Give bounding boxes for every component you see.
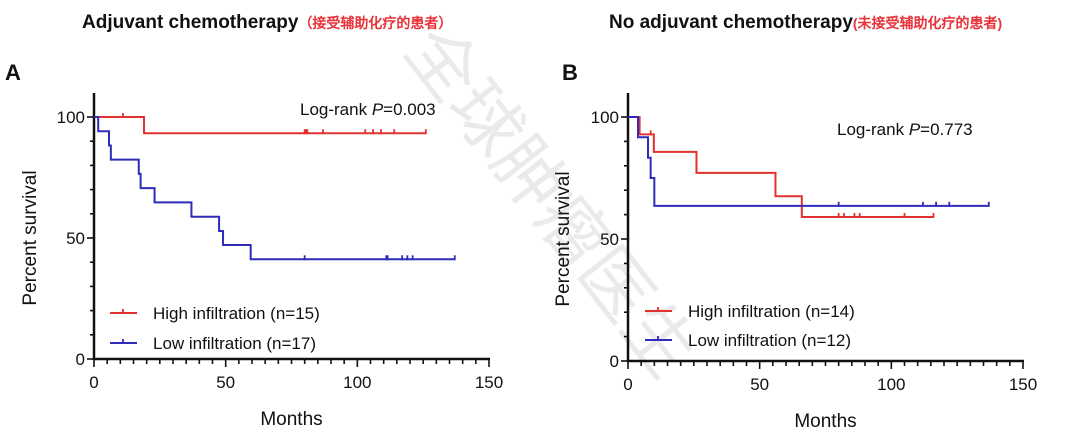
panel-a-y-tick-label: 100 [57, 108, 85, 127]
panel-a-x-axis-label: Months [260, 409, 322, 430]
panel-b-log-rank-p: P [909, 120, 921, 139]
panel-b-x-tick-label: 50 [750, 375, 769, 394]
panel-a-log-rank-p: P [372, 100, 384, 119]
panel-a-km-curve-high [94, 116, 426, 135]
panel-a-title-en: Adjuvant chemotherapy [82, 12, 299, 33]
panel-b-x-tick-label: 150 [1009, 375, 1037, 394]
panel-b-y-tick-label: 50 [600, 230, 619, 249]
panel-b-km-curve-low [628, 116, 989, 207]
panel-a-y-tick-label: 50 [66, 229, 85, 248]
panel-a-x-tick-label: 50 [216, 373, 235, 392]
panel-a-letter: A [5, 60, 21, 85]
panel-b-y-tick-label: 100 [591, 108, 619, 127]
panel-a-log-rank-annotation: Log-rank P=0.003 [300, 100, 436, 119]
panel-b-x-axis-label: Months [794, 411, 856, 432]
panel-a-x-tick-label: 0 [89, 373, 98, 392]
panel-a-x-tick-label: 100 [343, 373, 371, 392]
panel-b-letter: B [562, 60, 578, 85]
panel-a-x-tick-label: 150 [475, 373, 503, 392]
panel-a-y-tick-label: 0 [76, 350, 85, 369]
panel-a-title-cn: （接受辅助化疗的患者） [298, 15, 453, 31]
panel-b-log-rank-value: =0.773 [920, 120, 972, 139]
panel-a-legend-label-low: Low infiltration (n=17) [153, 334, 316, 353]
panel-b-title: No adjuvant chemotherapy(未接受辅助化疗的患者) [609, 12, 1002, 34]
panel-b-title-en: No adjuvant chemotherapy [609, 12, 853, 33]
panel-b-y-axis-label: Percent survival [553, 171, 574, 306]
panel-b-legend-label-high: High infiltration (n=14) [688, 302, 855, 321]
panel-b-x-tick-label: 0 [623, 375, 632, 394]
panel-a-log-rank-value: =0.003 [383, 100, 435, 119]
panel-b-km-curve-high [628, 116, 934, 219]
panel-b-log-rank-annotation: Log-rank P=0.773 [837, 120, 973, 139]
panel-a-km-curve-low [94, 116, 455, 261]
panel-b-x-tick-label: 100 [877, 375, 905, 394]
panel-b-y-tick-label: 0 [610, 352, 619, 371]
panel-b-log-rank-prefix: Log-rank [837, 120, 909, 139]
panel-a-log-rank-prefix: Log-rank [300, 100, 372, 119]
panel-a-y-axis-label: Percent survival [20, 170, 41, 305]
panel-a-title: Adjuvant chemotherapy（接受辅助化疗的患者） [82, 12, 452, 34]
panel-b-title-cn: (未接受辅助化疗的患者) [852, 15, 1003, 31]
panel-a-legend-label-high: High infiltration (n=15) [153, 304, 320, 323]
panel-b-legend-label-low: Low infiltration (n=12) [688, 331, 851, 350]
